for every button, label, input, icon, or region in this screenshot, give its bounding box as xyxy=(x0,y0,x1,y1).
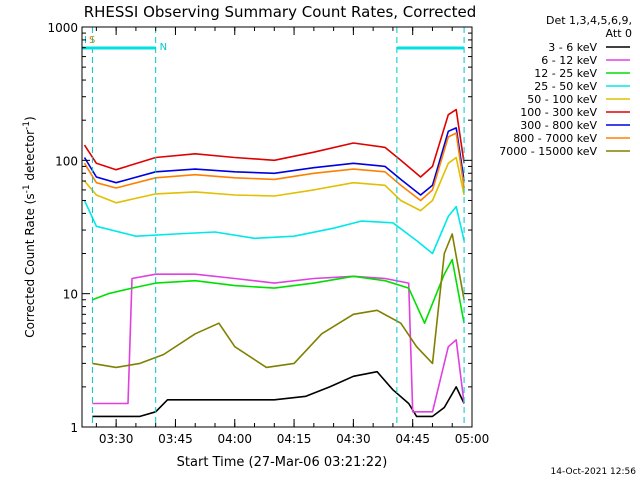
legend-label: 7000 - 15000 keV xyxy=(499,145,597,158)
legend-label: 12 - 25 keV xyxy=(534,67,597,80)
x-tick-label: 05:00 xyxy=(455,432,490,446)
y-tick-label: 100 xyxy=(55,154,78,168)
y-tick-label: 1000 xyxy=(47,21,78,35)
flag-labels: ISN xyxy=(84,35,167,53)
legend-header-line2: Att 0 xyxy=(606,27,632,40)
series-line-1 xyxy=(92,370,465,418)
legend-label: 6 - 12 keV xyxy=(541,54,597,67)
series-line-7 xyxy=(83,127,465,196)
x-tick-label: 04:15 xyxy=(277,432,312,446)
series-line-4 xyxy=(83,200,465,255)
flag-label: I xyxy=(84,35,87,46)
series-layer xyxy=(83,108,465,418)
legend-header-line1: Det 1,3,4,5,6,9, xyxy=(546,14,632,27)
legend-label: 300 - 800 keV xyxy=(520,119,597,132)
plot-frame xyxy=(81,26,473,428)
timestamp: 14-Oct-2021 12:56 xyxy=(551,467,637,477)
legend-label: 3 - 6 keV xyxy=(548,41,597,54)
x-tick-label: 04:30 xyxy=(336,432,371,446)
series-line-5 xyxy=(83,156,465,212)
x-tick-label: 04:00 xyxy=(217,432,252,446)
x-tick-label: 03:30 xyxy=(99,432,134,446)
series-line-9 xyxy=(92,233,465,369)
x-tick-label: 03:45 xyxy=(158,432,193,446)
y-axis-label: Corrected Count Rate (s-1 detector-1) xyxy=(22,116,37,337)
x-axis: 03:30 03:45 04:00 04:15 04:30 04:45 05:00 xyxy=(95,27,490,446)
x-tick-label: 04:45 xyxy=(395,432,430,446)
legend-label: 50 - 100 keV xyxy=(527,93,597,106)
legend-label: 800 - 7000 keV xyxy=(513,132,597,145)
x-axis-label: Start Time (27-Mar-06 03:21:22) xyxy=(177,455,388,470)
y-tick-label: 1 xyxy=(70,421,78,435)
y-tick-label: 10 xyxy=(63,288,78,302)
legend-label: 25 - 50 keV xyxy=(534,80,597,93)
y-axis: 1 10 100 1000 xyxy=(47,21,472,435)
series-line-6 xyxy=(83,108,465,178)
chart-title: RHESSI Observing Summary Count Rates, Co… xyxy=(84,3,477,21)
series-line-2 xyxy=(92,273,465,413)
series-line-8 xyxy=(83,132,465,202)
flag-label: N xyxy=(160,42,167,53)
vlines-layer xyxy=(82,27,465,427)
series-line-3 xyxy=(92,258,465,325)
legend-label: 100 - 300 keV xyxy=(520,106,597,119)
